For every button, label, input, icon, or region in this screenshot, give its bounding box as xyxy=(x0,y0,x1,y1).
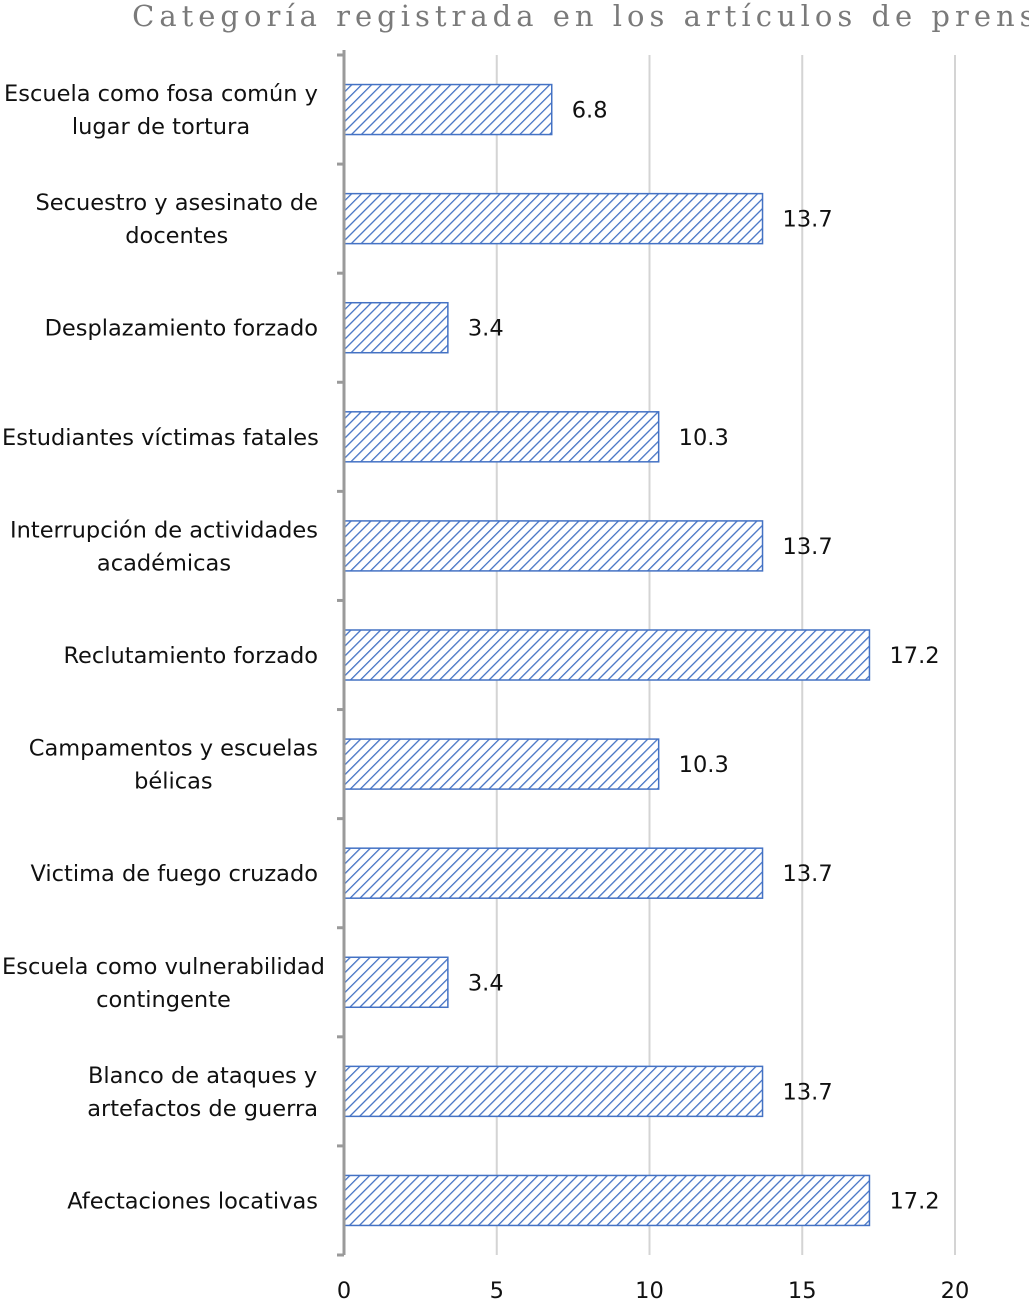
x-axis-tick-labels: 0 5 10 15 20 xyxy=(337,1278,969,1300)
category-label: Desplazamiento forzado xyxy=(45,316,318,342)
data-label: 10.3 xyxy=(679,425,729,451)
category-label: Afectaciones locativas xyxy=(67,1188,318,1214)
bar xyxy=(343,192,764,245)
bar xyxy=(343,1065,764,1118)
bar xyxy=(343,956,449,1009)
data-label: 3.4 xyxy=(468,316,504,342)
category-label: Blanco de ataques y artefactos de guerra xyxy=(87,1063,318,1122)
data-label: 13.7 xyxy=(783,534,833,560)
category-label: Reclutamiento forzado xyxy=(63,643,318,669)
data-label: 13.7 xyxy=(783,1079,833,1105)
category-label: Estudiantes víctimas fatales xyxy=(2,425,319,451)
data-label: 6.8 xyxy=(572,98,608,124)
category-label: Interrupción de actividades académicas xyxy=(10,517,318,576)
category-label: Escuela como vulnerabilidad contingente xyxy=(2,954,325,1013)
bar xyxy=(343,1174,871,1227)
data-labels: 6.8 13.7 3.4 10.3 13.7 17.2 10.3 13.7 3.4 13.7 17.… xyxy=(468,98,940,1215)
x-tick-label: 20 xyxy=(941,1278,970,1300)
bar xyxy=(343,520,764,572)
bar xyxy=(343,83,553,136)
bar xyxy=(343,301,449,354)
bar xyxy=(343,847,764,899)
data-label: 17.2 xyxy=(889,643,939,669)
bars xyxy=(343,83,871,1227)
data-label: 13.7 xyxy=(783,207,833,233)
x-tick-label: 10 xyxy=(635,1278,664,1300)
bar xyxy=(343,738,660,790)
data-label: 3.4 xyxy=(468,970,504,996)
data-label: 13.7 xyxy=(783,861,833,887)
category-labels: Escuela como fosa común y lugar de tortur… xyxy=(2,81,325,1214)
chart-title: Categoría registrada en los artículos de… xyxy=(132,0,1029,33)
data-label: 10.3 xyxy=(679,752,729,778)
category-axis xyxy=(337,50,346,1257)
x-tick-label: 15 xyxy=(788,1278,817,1300)
category-label: Campamentos y escuelas bélicas xyxy=(29,736,318,795)
bar xyxy=(343,629,871,681)
bar xyxy=(343,411,660,463)
x-tick-label: 5 xyxy=(490,1278,504,1300)
data-label: 17.2 xyxy=(889,1188,939,1214)
category-label: Secuestro y asesinato de docentes xyxy=(35,190,318,249)
category-label: Victima de fuego cruzado xyxy=(31,861,318,887)
category-label: Escuela como fosa común y lugar de tortur… xyxy=(4,81,318,140)
x-tick-label: 0 xyxy=(337,1278,351,1300)
